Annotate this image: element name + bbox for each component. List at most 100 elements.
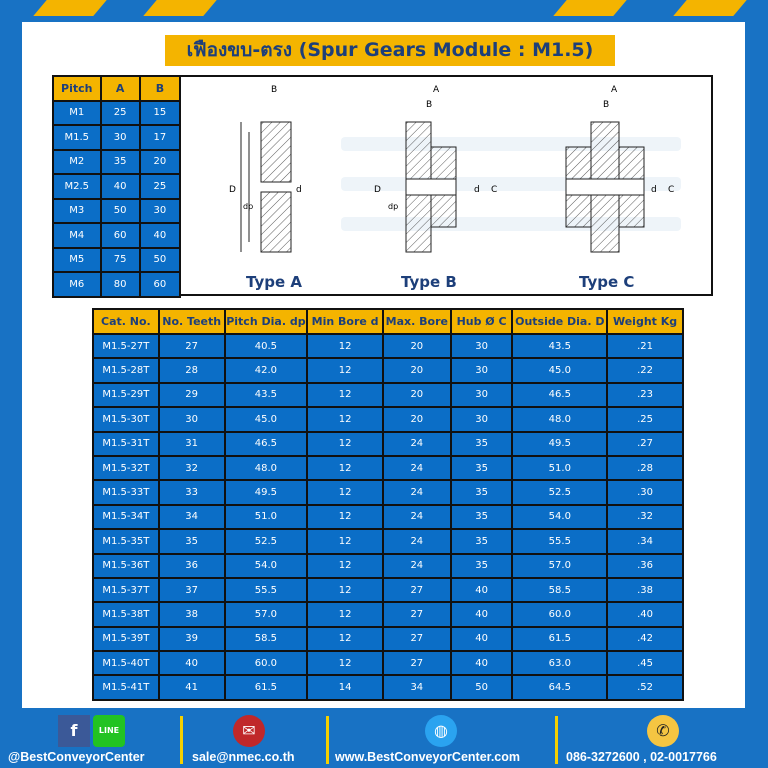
- svg-text:A: A: [611, 85, 618, 95]
- table-cell: 24: [381, 528, 452, 555]
- table-cell: M1.5-27T: [92, 332, 160, 360]
- website-link[interactable]: www.BestConveyorCenter.com: [335, 750, 521, 764]
- table-cell: M1.5-41T: [92, 674, 160, 701]
- type-c-label: Type C: [579, 273, 634, 291]
- table-cell: 54.0: [223, 552, 309, 579]
- table-row: M1.5-35T 35 52.5 12 24 35 55.5.34: [92, 528, 684, 555]
- table-cell: 35: [449, 528, 514, 555]
- table-cell: 30: [449, 381, 514, 409]
- svg-text:B: B: [426, 100, 432, 110]
- column-header: B: [138, 75, 182, 102]
- column-header: Min Bore d: [306, 308, 384, 335]
- table-cell: 37: [157, 576, 226, 604]
- table-cell: .42: [606, 625, 684, 653]
- gear-diagrams: D dp B d Type A A B D dp d C Type B A B …: [181, 75, 713, 296]
- facebook-handle[interactable]: @BestConveyorCenter: [8, 750, 145, 764]
- table-cell: .25: [606, 406, 684, 433]
- table-cell: 35: [449, 552, 514, 579]
- table-cell: 50: [449, 674, 514, 701]
- table-cell: .38: [606, 576, 684, 604]
- decor-stripe: [143, 0, 217, 16]
- table-cell: M1.5-38T: [92, 601, 160, 628]
- table-cell: 31: [157, 430, 226, 457]
- table-cell: .52: [606, 674, 684, 701]
- table-cell: 24: [381, 479, 452, 506]
- diagram-type-a: D dp B d Type A: [229, 85, 302, 291]
- table-cell: 61.5: [223, 674, 309, 701]
- table-cell: .40: [606, 601, 684, 628]
- table-cell: 55.5: [223, 576, 309, 604]
- table-cell: 12: [306, 625, 384, 653]
- table-row: M2 35 20: [52, 148, 182, 175]
- table-cell: .22: [606, 357, 684, 384]
- svg-text:C: C: [491, 185, 497, 195]
- facebook-icon[interactable]: f: [58, 715, 90, 747]
- table-cell: 60: [138, 271, 182, 298]
- svg-text:d: d: [651, 185, 657, 195]
- table-cell: 40: [157, 650, 226, 677]
- table-cell: 30: [138, 197, 182, 224]
- svg-text:B: B: [603, 100, 609, 110]
- table-cell: 41: [157, 674, 226, 701]
- divider: [180, 716, 183, 764]
- table-cell: 40: [138, 222, 182, 249]
- table-row: M1.5-32T 32 48.0 12 24 35 51.0.28: [92, 454, 684, 482]
- table-cell: 30: [449, 357, 514, 384]
- table-cell: 51.0: [511, 454, 609, 482]
- table-cell: 54.0: [511, 503, 609, 531]
- decor-stripe: [33, 0, 107, 16]
- table-cell: 17: [138, 124, 182, 151]
- table-row: M1.5-27T 27 40.5 12 20 30 43.5.21: [92, 332, 684, 360]
- table-row: M1.5-28T 28 42.0 12 20 30 45.0.22: [92, 357, 684, 384]
- table-cell: 52.5: [223, 528, 309, 555]
- table-cell: 30: [157, 406, 226, 433]
- table-cell: 20: [381, 357, 452, 384]
- table-cell: 45.0: [511, 357, 609, 384]
- table-cell: 27: [381, 601, 452, 628]
- table-row: M1 25 15: [52, 99, 182, 126]
- table-row: M1.5-31T 31 46.5 12 24 35 49.5.27: [92, 430, 684, 457]
- table-cell: 25: [138, 173, 182, 200]
- table-cell: 12: [306, 576, 384, 604]
- table-cell: 55.5: [511, 528, 609, 555]
- table-cell: 35: [99, 148, 141, 175]
- diagram-type-c: A B d C Type C: [565, 85, 674, 291]
- table-cell: 35: [449, 479, 514, 506]
- table-cell: 12: [306, 552, 384, 579]
- table-cell: 32: [157, 454, 226, 482]
- svg-text:C: C: [668, 185, 674, 195]
- phone-numbers[interactable]: 086-3272600 , 02-0017766: [566, 750, 717, 764]
- table-cell: M1.5-37T: [92, 576, 160, 604]
- table-cell: 34: [157, 503, 226, 531]
- svg-text:B: B: [271, 85, 277, 95]
- table-cell: 39: [157, 625, 226, 653]
- decor-stripe: [673, 0, 747, 16]
- table-cell: 27: [157, 332, 226, 360]
- table-cell: 24: [381, 430, 452, 457]
- table-cell: 57.0: [223, 601, 309, 628]
- table-cell: 14: [306, 674, 384, 701]
- table-cell: 15: [138, 99, 182, 126]
- type-a-label: Type A: [246, 273, 302, 291]
- table-cell: 24: [381, 552, 452, 579]
- table-cell: M2.5: [52, 173, 102, 200]
- table-row: M1.5-34T 34 51.0 12 24 35 54.0.32: [92, 503, 684, 531]
- phone-icon: ✆: [647, 715, 679, 747]
- svg-text:A: A: [433, 85, 440, 95]
- column-header: Cat. No.: [92, 308, 160, 335]
- table-cell: M3: [52, 197, 102, 224]
- table-cell: 24: [381, 454, 452, 482]
- table-cell: M1.5: [52, 124, 102, 151]
- table-cell: 12: [306, 503, 384, 531]
- table-cell: 24: [381, 503, 452, 531]
- table-cell: M1.5-36T: [92, 552, 160, 579]
- table-cell: 35: [449, 430, 514, 457]
- table-cell: 40: [449, 576, 514, 604]
- column-header: Max. Bore: [381, 308, 452, 335]
- column-header: Pitch Dia. dp: [223, 308, 309, 335]
- table-row: M1.5-39T 39 58.5 12 27 40 61.5.42: [92, 625, 684, 653]
- email-link[interactable]: sale@nmec.co.th: [192, 750, 295, 764]
- table-cell: 40: [449, 601, 514, 628]
- line-icon[interactable]: LINE: [93, 715, 125, 747]
- table-cell: 58.5: [511, 576, 609, 604]
